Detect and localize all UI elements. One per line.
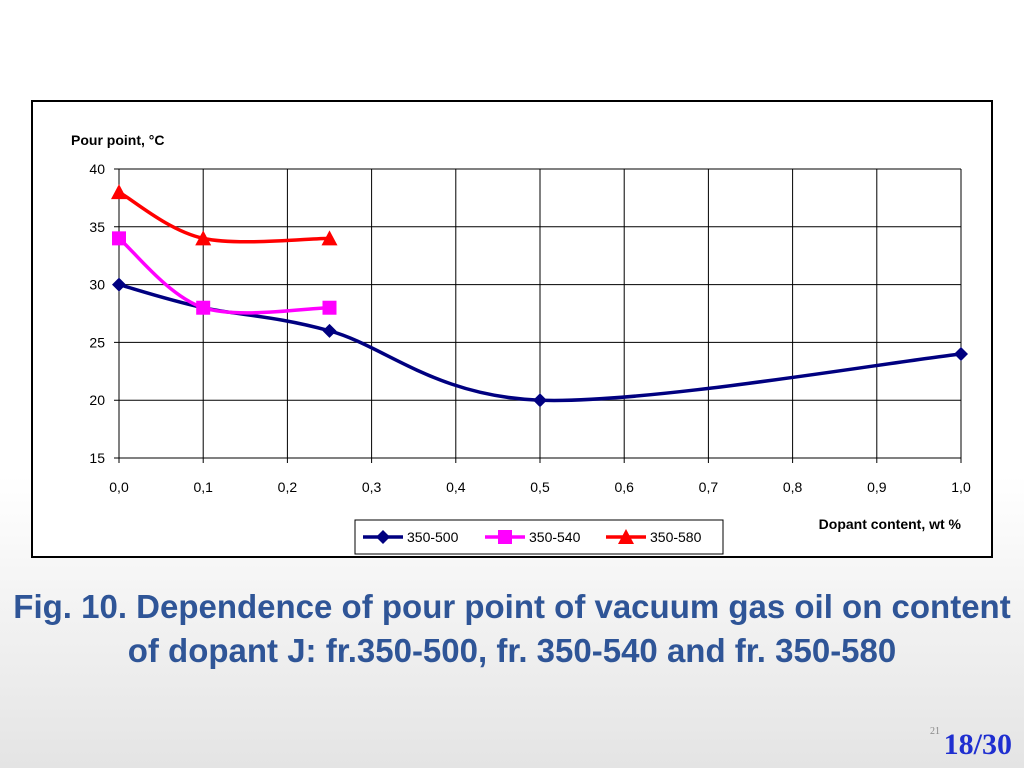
series-line [118,190,330,244]
legend-marker [498,530,512,544]
data-point [321,230,338,246]
data-point [954,346,968,361]
legend-marker [376,530,390,544]
data-point [322,323,337,338]
chart-frame: 15 20 25 30 35 40 0,0 0,1 0,2 0,3 0,4 0,5 0,6 0,7 0,8… [31,100,993,558]
page-number: 18/30 [943,728,1012,761]
legend-label: 350-500 [407,529,459,545]
x-tick-label: 0,1 [193,479,213,495]
legend-item-350-540: 350-540 [485,529,581,545]
data-point [111,184,127,200]
series-350-540 [112,231,337,315]
x-tick-label: 0,9 [867,479,887,495]
x-tick-label: 0,3 [362,479,382,495]
x-axis-title: Dopant content, wt % [819,516,962,532]
data-point [112,231,126,246]
legend-label: 350-540 [529,529,581,545]
data-point [322,300,337,315]
legend-item-350-500: 350-500 [363,529,459,545]
slide-number-small: 21 [930,726,940,737]
series-line [117,237,330,315]
y-tick-label: 20 [89,392,105,408]
x-tick-label: 0,6 [614,479,634,495]
data-point [533,393,547,408]
legend-label: 350-580 [650,529,702,545]
x-tick-label: 0,2 [278,479,298,495]
y-tick-label: 35 [89,219,105,235]
y-axis-title: Pour point, °C [71,132,164,148]
data-point [195,230,212,246]
legend-marker [618,529,634,544]
y-tick-label: 40 [89,161,105,177]
series-350-580 [111,184,338,246]
data-point [196,300,211,315]
x-tick-label: 0,8 [783,479,803,495]
legend: 350-500 350-540 350-580 [354,519,724,555]
legend-box [354,519,724,555]
x-tick-label: 0,7 [699,479,719,495]
y-tick-label: 30 [89,277,105,293]
figure-caption: Fig. 10. Dependence of pour point of vac… [13,588,1011,669]
x-tick-label: 0,4 [446,479,466,495]
series [111,184,968,408]
y-tick-label: 15 [89,450,105,466]
y-tick-label: 25 [89,334,105,350]
data-point [112,277,126,292]
x-tick-labels: 0,0 0,1 0,2 0,3 0,4 0,5 0,6 0,7 0,8 0,9 1,0 [109,479,971,495]
x-tick-label: 0,5 [530,479,550,495]
legend-item-350-580: 350-580 [606,529,702,545]
x-tick-label: 0,0 [109,479,129,495]
y-tick-labels: 15 20 25 30 35 40 [89,161,105,466]
grid [114,168,962,463]
x-tick-label: 1,0 [951,479,971,495]
pour-point-chart: 15 20 25 30 35 40 0,0 0,1 0,2 0,3 0,4 0,5 0,6 0,7 0,8… [71,132,971,555]
